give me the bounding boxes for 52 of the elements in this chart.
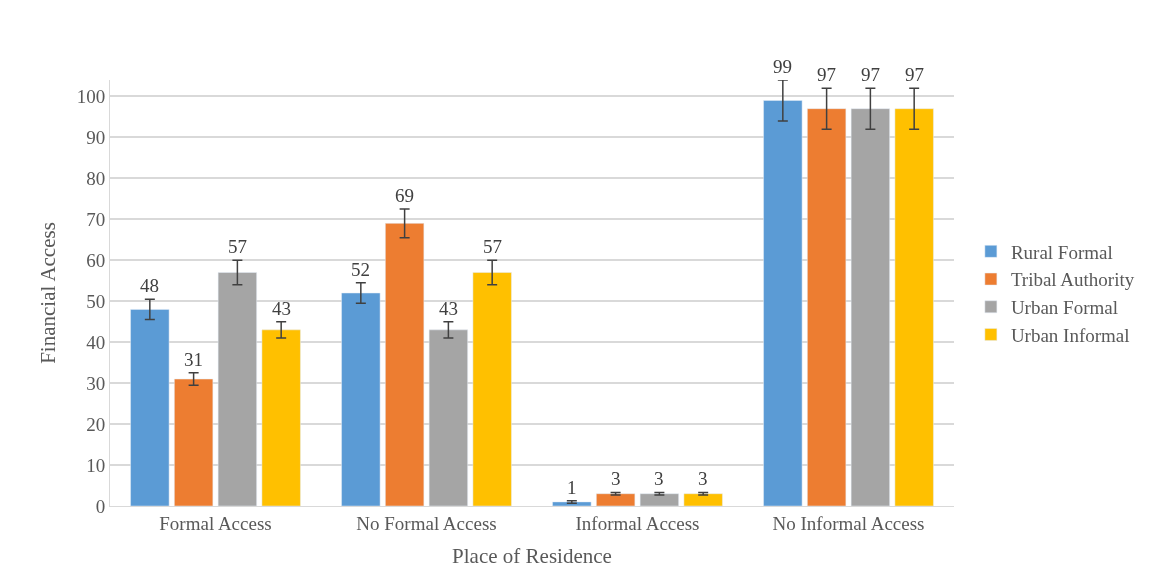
bar: [763, 100, 803, 506]
data-label: 3: [611, 468, 621, 489]
y-tick-label: 10: [86, 454, 106, 476]
legend-label: Urban Formal: [1010, 297, 1119, 319]
bar: [341, 292, 381, 506]
data-label: 97: [817, 64, 836, 85]
legend-label: Tribal Authority: [1010, 269, 1135, 291]
bar: [217, 272, 257, 506]
x-tick-label: No Formal Access: [356, 512, 497, 534]
bar: [385, 223, 425, 506]
y-tick-label: 30: [86, 372, 106, 394]
bar: [596, 493, 636, 506]
data-label: 97: [905, 64, 924, 85]
x-tick-label: Formal Access: [159, 512, 272, 534]
data-label: 69: [395, 185, 414, 206]
y-tick-label: 0: [95, 495, 106, 517]
y-tick-label: 50: [86, 290, 106, 312]
x-axis-title: Place of Residence: [452, 544, 612, 568]
bar: [130, 309, 170, 506]
bar: [428, 329, 468, 506]
bar: [683, 493, 723, 506]
data-label: 43: [439, 298, 458, 319]
legend-label: Rural Formal: [1010, 241, 1113, 263]
bar: [261, 329, 301, 506]
data-label: 3: [654, 468, 664, 489]
data-label: 52: [351, 259, 370, 280]
y-tick-label: 60: [86, 249, 106, 271]
x-tick-label: Informal Access: [575, 512, 700, 534]
y-tick-label: 90: [86, 127, 106, 148]
bar: [472, 272, 512, 506]
data-label: 31: [184, 349, 203, 370]
y-tick-label: 70: [86, 208, 106, 230]
data-label: 3: [698, 468, 708, 489]
y-tick-label: 80: [86, 167, 106, 189]
y-tick-label: 20: [86, 413, 106, 435]
y-tick-label: 40: [86, 331, 106, 353]
data-label: 57: [228, 236, 247, 257]
bar: [174, 378, 214, 506]
data-label: 57: [483, 236, 502, 257]
bar: [894, 108, 934, 506]
legend-label: Urban Informal: [1010, 324, 1130, 346]
data-label: 48: [140, 275, 159, 296]
data-label: 99: [773, 56, 792, 77]
bar: [850, 108, 890, 506]
data-label: 97: [861, 64, 880, 85]
bar: [639, 493, 679, 506]
y-tick-label: 100: [76, 86, 106, 108]
x-tick-label: No Informal Access: [772, 512, 925, 534]
data-label: 1: [567, 477, 577, 498]
y-axis-title: Financial Access: [35, 222, 60, 364]
bar: [807, 108, 847, 506]
data-label: 43: [272, 298, 291, 319]
